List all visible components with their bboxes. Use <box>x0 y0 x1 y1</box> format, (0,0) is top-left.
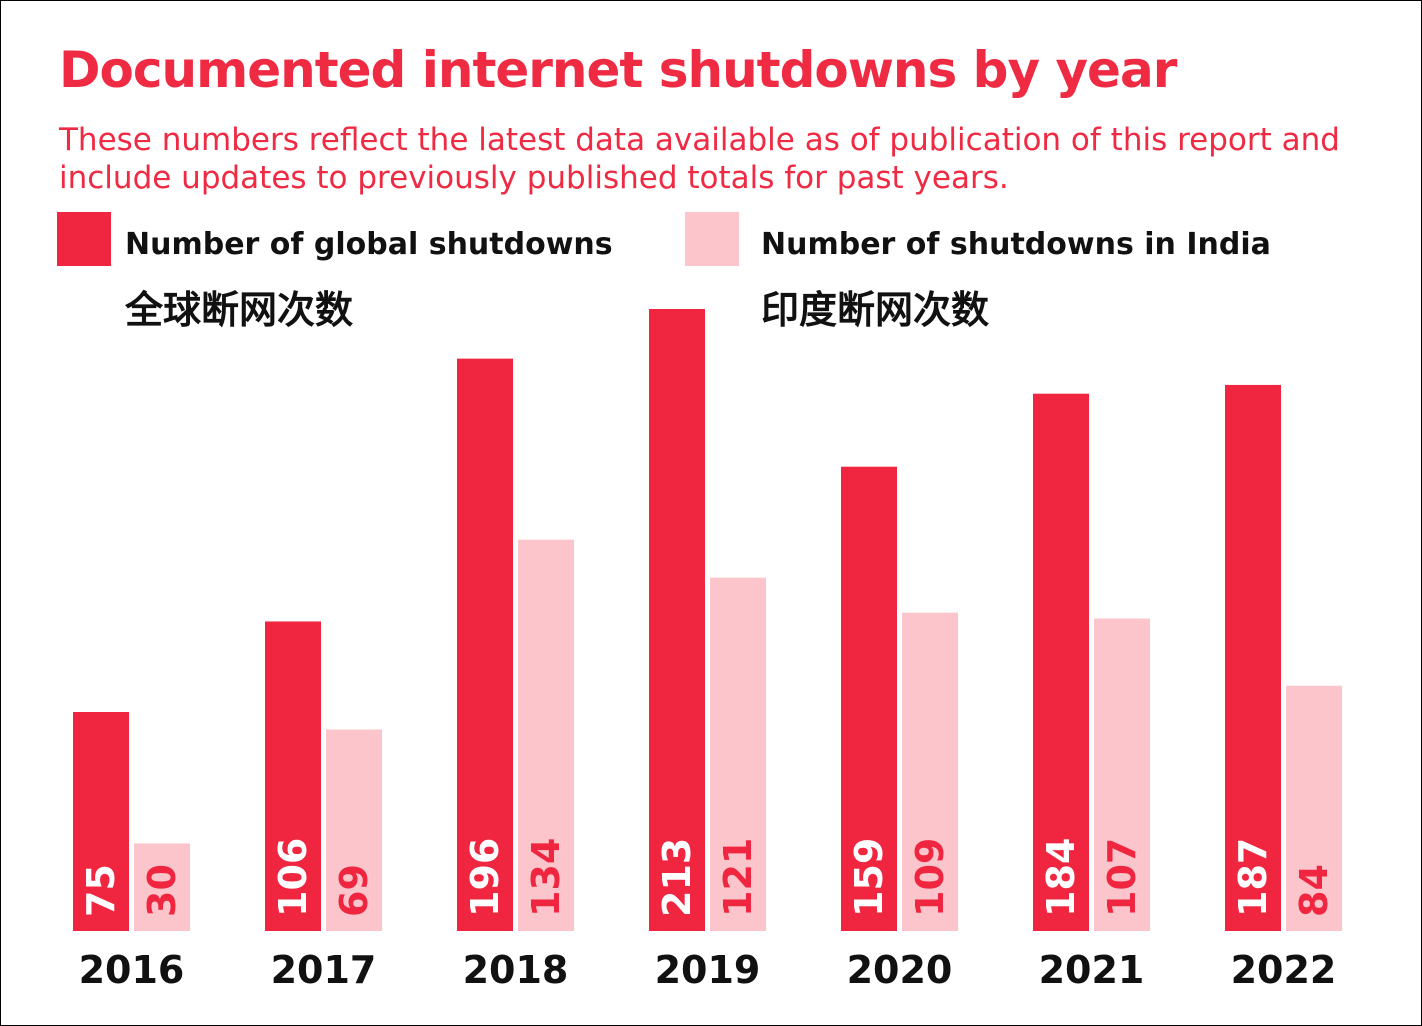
value-label-2022-global: 187 <box>1231 838 1275 917</box>
bar-2022-global <box>1225 384 1281 931</box>
bar-2021-india <box>1094 618 1150 931</box>
bar-2019-india <box>710 577 766 931</box>
bar-2016-global <box>73 711 129 931</box>
bar-2019-global <box>649 309 705 931</box>
bar-2018-global <box>457 358 513 931</box>
bar-2020-global <box>841 466 897 931</box>
legend-label-india-zh: 印度断网次数 <box>761 288 990 332</box>
value-label-2019-global: 213 <box>655 838 699 917</box>
legend-label-global: Number of global shutdowns <box>125 227 613 262</box>
bar-2022-india <box>1286 685 1342 931</box>
value-label-2017-india: 69 <box>332 864 376 917</box>
value-label-2019-india: 121 <box>716 838 760 917</box>
bar-2021-global <box>1033 393 1089 932</box>
x-tick-2022: 2022 <box>1231 948 1337 992</box>
legend-label-india: Number of shutdowns in India <box>761 227 1271 262</box>
x-tick-2018: 2018 <box>463 948 569 992</box>
value-label-2020-india: 109 <box>908 838 952 917</box>
chart-title: Documented internet shutdowns by year <box>59 41 1177 99</box>
legend-swatch-global <box>57 212 111 266</box>
value-label-2016-india: 30 <box>140 864 184 917</box>
value-label-2021-global: 184 <box>1039 838 1083 917</box>
value-label-2020-global: 159 <box>847 838 891 917</box>
chart-subtitle: These numbers reflect the latest data av… <box>59 122 1340 196</box>
value-label-2021-india: 107 <box>1100 838 1144 917</box>
legend-swatch-india <box>685 212 739 266</box>
bar-2017-global <box>265 621 321 931</box>
value-label-2017-global: 106 <box>271 838 315 917</box>
value-label-2016-global: 75 <box>79 864 123 917</box>
bar-2016-india <box>134 843 190 931</box>
bar-2020-india <box>902 612 958 931</box>
value-label-2018-india: 134 <box>524 838 568 917</box>
x-tick-2019: 2019 <box>655 948 761 992</box>
value-label-2022-india: 84 <box>1292 864 1336 917</box>
x-tick-2020: 2020 <box>847 948 953 992</box>
value-label-2018-global: 196 <box>463 838 507 917</box>
x-tick-2017: 2017 <box>271 948 377 992</box>
x-tick-2021: 2021 <box>1039 948 1145 992</box>
x-tick-2016: 2016 <box>79 948 185 992</box>
bar-2017-india <box>326 729 382 931</box>
legend-label-global-zh: 全球断网次数 <box>125 288 354 332</box>
bar-2018-india <box>518 539 574 931</box>
